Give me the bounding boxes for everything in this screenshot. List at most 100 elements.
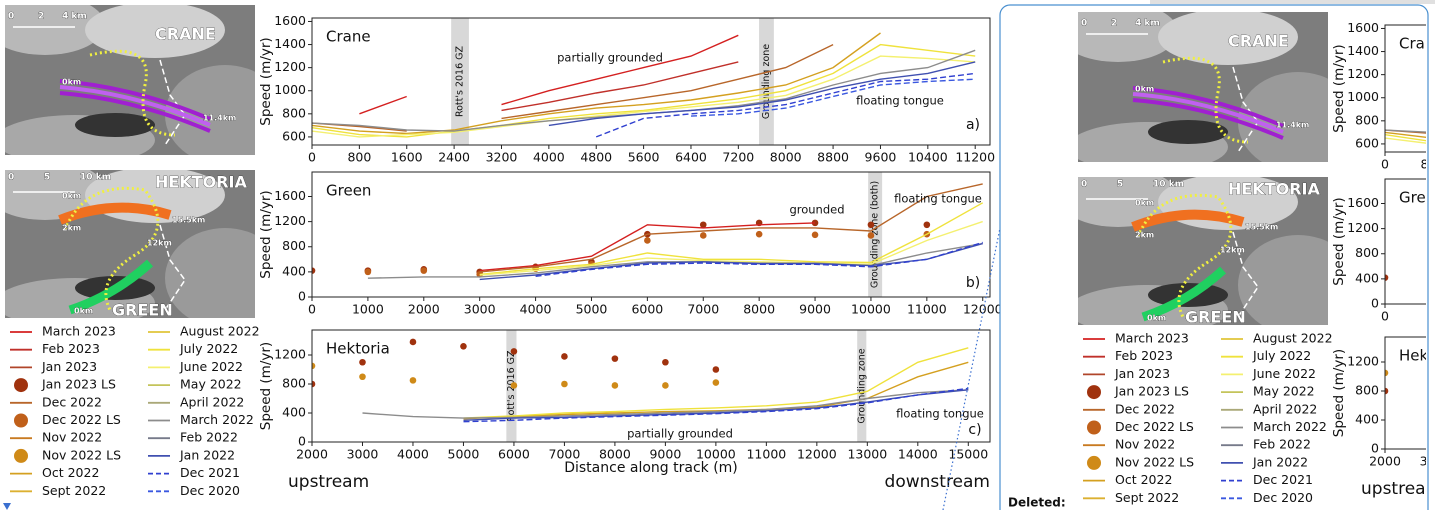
legend-label: March 2022 (1253, 419, 1327, 434)
map-label: 0km (1147, 314, 1166, 323)
x-tick-label: 8000 (743, 302, 775, 317)
data-point (611, 355, 619, 362)
legend-label: April 2022 (180, 394, 244, 409)
x-tick-label: 1000 (352, 302, 384, 317)
annotation: partially grounded (627, 427, 733, 441)
data-point (364, 268, 372, 276)
legend-label: Feb 2023 (1115, 348, 1173, 363)
series-line (479, 222, 816, 272)
map-label: 0km (62, 192, 81, 201)
y-tick-label: 0 (298, 434, 306, 449)
map-label: 0km (1135, 199, 1154, 208)
legend-label: Sept 2022 (42, 483, 106, 498)
series-line (501, 61, 739, 112)
map-label: 10 km (1153, 180, 1184, 190)
map-label: 11.4km (1276, 121, 1309, 130)
terrain (1158, 12, 1298, 65)
flowline (68, 259, 154, 315)
map-label: 2 (1111, 19, 1117, 29)
map-label: 0km (1135, 85, 1154, 94)
data-point (312, 362, 316, 370)
series-line (367, 242, 983, 279)
data-point (1385, 369, 1389, 377)
zone-band (451, 18, 469, 145)
series-line (312, 32, 881, 135)
x-tick-label: 11200 (955, 150, 995, 165)
chart-title: Hektoria (1399, 347, 1435, 365)
x-tick-label: 6000 (631, 302, 663, 317)
map-label: 15.5km (172, 216, 205, 225)
chart-title: Green (1399, 189, 1435, 207)
x-tick-label: 7000 (687, 302, 719, 317)
y-tick-label: 400 (1355, 412, 1379, 427)
terrain (1238, 235, 1328, 325)
chart-title: Crane (1399, 35, 1435, 53)
legend-label: Dec 2022 (42, 394, 102, 409)
map-label: 2km (1135, 231, 1154, 240)
legend-label: Jan 2023 (1114, 366, 1170, 381)
x-tick-label: 1600 (391, 150, 423, 165)
y-tick-label: 1600 (1347, 195, 1379, 210)
x-tick-label: 12000 (963, 302, 1003, 317)
y-tick-label: 400 (282, 405, 306, 420)
plot-frame (311, 329, 991, 443)
deleted-figure-clip: CRANE 0 2 4 km 0km 11.4km HEKTORIA GREEN 0 5 10 km… (1078, 12, 1435, 505)
data-point (867, 232, 875, 239)
y-tick-label: 1200 (274, 59, 306, 74)
y-tick-label: 0 (1371, 441, 1379, 456)
data-point (510, 348, 518, 355)
x-tick-label: 9600 (865, 150, 897, 165)
y-tick-label: 1200 (274, 347, 306, 362)
flowline (1141, 266, 1227, 322)
series-line (595, 72, 976, 138)
y-tick-label: 800 (282, 238, 306, 253)
x-tick-label: 15000 (948, 447, 988, 462)
terrain (5, 170, 105, 220)
x-tick-label: 2000 (1369, 454, 1401, 469)
x-tick-label: 2000 (408, 302, 440, 317)
y-axis-label: Speed (m/yr) (258, 190, 274, 278)
x-tick-label: 3000 (347, 447, 379, 462)
y-tick-label: 600 (1355, 135, 1379, 150)
plot-frame (1384, 24, 1426, 153)
legend-label: Jan 2023 (41, 359, 97, 374)
legend-label: Dec 2022 LS (1115, 419, 1194, 434)
legend-label: June 2022 (1252, 366, 1316, 381)
legend-swatch (14, 378, 28, 393)
legend-label: May 2022 (180, 377, 242, 392)
plot-frame (1384, 178, 1426, 305)
x-tick-label: 4800 (580, 150, 612, 165)
series-line (535, 241, 983, 277)
map-label: 5 (44, 173, 50, 183)
y-tick-label: 800 (282, 105, 306, 120)
satellite-map: CRANE 0 2 4 km 0km 11.4km (1078, 12, 1328, 162)
ice-front (1232, 231, 1259, 318)
data-point (712, 379, 720, 386)
legend-label: Jan 2023 LS (1114, 384, 1189, 399)
grounding-line (89, 49, 176, 137)
series-line (690, 78, 976, 117)
y-tick-label: 1600 (274, 188, 306, 203)
legend-label: May 2022 (1253, 384, 1315, 399)
terrain (1078, 12, 1178, 62)
x-tick-label: 8000 (770, 150, 802, 165)
legend-label: Feb 2022 (1253, 437, 1311, 452)
x-tick-label: 2000 (296, 447, 328, 462)
x-tick-label: 3000 (464, 302, 496, 317)
terrain (5, 5, 105, 55)
annotation: grounded (789, 203, 844, 217)
y-tick-label: 400 (282, 263, 306, 278)
data-point (1385, 387, 1389, 395)
y-tick-label: 600 (282, 128, 306, 143)
data-point (699, 232, 707, 239)
x-axis-label: Distance along track (m) (564, 460, 738, 476)
x-tick-label: 0 (308, 150, 316, 165)
legend-label: July 2022 (1252, 348, 1311, 363)
y-axis-label: Speed (m/yr) (1331, 197, 1347, 285)
y-tick-label: 0 (1371, 296, 1379, 311)
flowline (1132, 86, 1284, 128)
satellite-map: HEKTORIA GREEN 0 5 10 km 0km 0km 2km 15.5km 12km (1078, 177, 1328, 325)
flowline (59, 91, 211, 133)
y-tick-label: 1200 (1347, 66, 1379, 81)
